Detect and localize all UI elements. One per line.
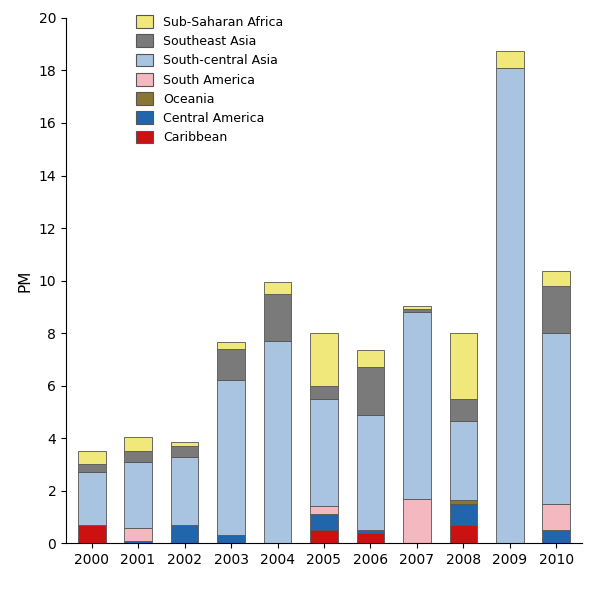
Bar [449, 333, 478, 399]
Bar [77, 451, 106, 464]
Bar [263, 294, 292, 341]
Bar [170, 442, 199, 446]
Bar [542, 333, 571, 504]
Bar [124, 462, 152, 528]
Bar [124, 541, 152, 543]
Bar [403, 312, 431, 498]
Bar [449, 504, 478, 525]
Bar [496, 51, 524, 68]
Bar [449, 525, 478, 543]
Bar [170, 525, 199, 543]
Bar [403, 306, 431, 309]
Legend: Sub-Saharan Africa, Southeast Asia, South-central Asia, South America, Oceania, : Sub-Saharan Africa, Southeast Asia, Sout… [133, 13, 286, 147]
Bar [77, 464, 106, 472]
Bar [449, 500, 478, 504]
Bar [449, 399, 478, 421]
Bar [170, 446, 199, 457]
Bar [77, 525, 106, 543]
Bar [542, 286, 571, 333]
Bar [310, 333, 338, 386]
Bar [356, 367, 385, 414]
Bar [542, 504, 571, 530]
Bar [263, 341, 292, 543]
Bar [310, 515, 338, 530]
Bar [310, 399, 338, 506]
Bar [217, 380, 245, 536]
Bar [403, 309, 431, 312]
Bar [77, 472, 106, 525]
Bar [217, 536, 245, 543]
Bar [542, 272, 571, 286]
Bar [124, 437, 152, 451]
Bar [124, 528, 152, 541]
Bar [449, 421, 478, 500]
Bar [263, 282, 292, 294]
Bar [356, 414, 385, 530]
Y-axis label: PM: PM [18, 269, 33, 292]
Bar [217, 342, 245, 349]
Bar [124, 451, 152, 462]
Bar [310, 506, 338, 515]
Bar [356, 350, 385, 367]
Bar [310, 530, 338, 543]
Bar [356, 530, 385, 533]
Bar [310, 386, 338, 399]
Bar [356, 533, 385, 543]
Bar [496, 68, 524, 543]
Bar [403, 498, 431, 543]
Bar [170, 457, 199, 525]
Bar [542, 530, 571, 543]
Bar [217, 349, 245, 380]
